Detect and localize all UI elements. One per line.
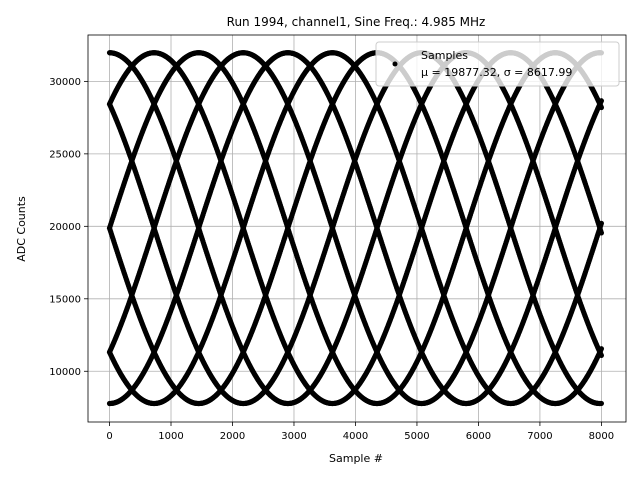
data-point bbox=[598, 400, 605, 407]
chart-title: Run 1994, channel1, Sine Freq.: 4.985 MH… bbox=[227, 15, 486, 29]
data-point bbox=[598, 220, 605, 226]
data-points bbox=[106, 50, 605, 407]
data-point bbox=[598, 346, 605, 352]
